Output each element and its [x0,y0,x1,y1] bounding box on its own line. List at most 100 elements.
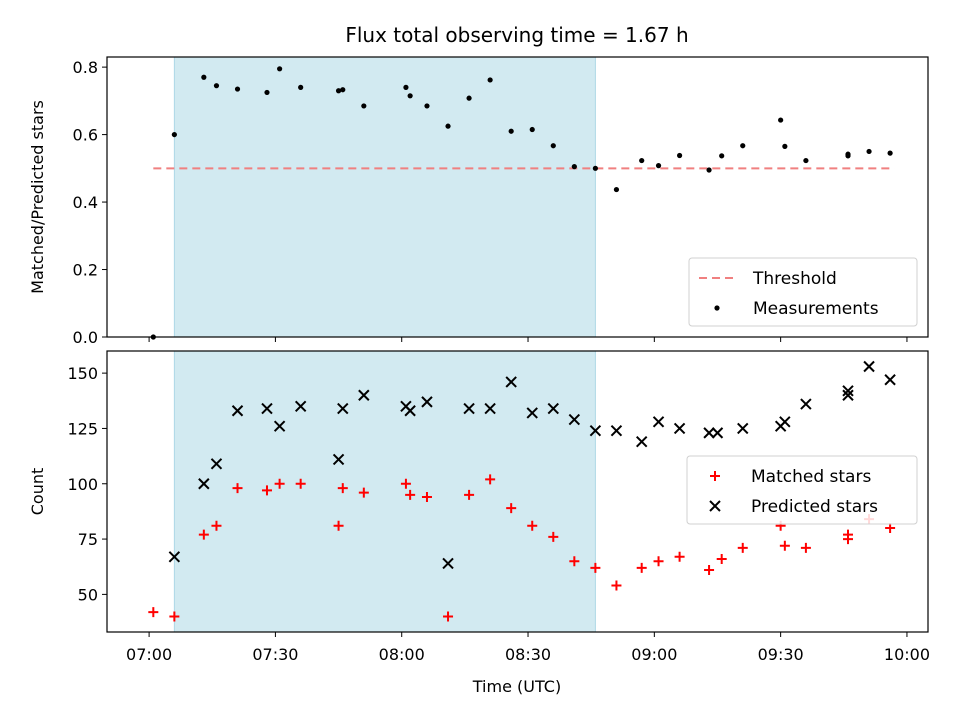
panel-2-matched-stars-point [843,534,854,545]
panel-2-predicted-stars-point-glyph [568,413,581,426]
panel-2-matched-stars-point [485,474,496,485]
panel-2-x-tick-label: 07:00 [126,645,172,664]
panel-1-measurements-point [340,87,346,93]
panel-2-shaded-span [173,350,596,633]
panel-2-matched-stars-point [261,485,272,496]
panel-1-legend-marker [714,305,720,311]
panel-1-measurements-point [719,153,725,159]
panel-2-matched-stars-point [506,503,517,514]
panel-2-matched-stars-point-glyph [674,551,685,562]
panel-2-matched-stars-point-glyph [653,556,664,567]
panel-2-predicted-stars-point [358,389,370,401]
panel-1-measurements-point [171,131,177,138]
panel-2-matched-stars-point-glyph [337,483,348,494]
panel-2-matched-stars-point-glyph [261,485,272,496]
panel-2-matched-stars-point [611,580,622,591]
panel-2-predicted-stars-point [589,424,602,437]
panel-2-predicted-stars-point-glyph [703,427,715,439]
panel-2-matched-stars-point [885,523,896,534]
panel-2-matched-stars-point-glyph [232,483,243,494]
panel-1-measurements-point [740,143,746,149]
panel-2-predicted-stars-point-glyph [610,424,623,437]
panel-2-predicted-stars-point-glyph [842,389,854,401]
panel-2-predicted-stars-point [261,402,273,415]
panel-2-matched-stars-point [232,483,243,494]
panel-2-matched-stars-point [400,478,411,489]
panel-2-frame [106,350,929,633]
panel-2-y-tick-label: 150 [67,364,98,383]
panel-2-matched-stars-point-glyph [333,520,344,531]
panel-2-matched-stars-point-glyph [295,478,306,489]
panel-2-matched-stars-point [653,556,664,567]
panel-2-predicted-stars-point [673,422,686,435]
panel-1-measurements-point [676,152,683,159]
panel-2-predicted-stars-point [568,413,581,426]
panel-2-matched-stars-point [636,562,647,573]
panel-2-predicted-stars-point-glyph [404,405,416,417]
panel-2-predicted-stars-point-glyph [652,416,665,428]
panel-2-matched-stars-point-glyph [274,478,285,489]
panel-2-predicted-stars-point-glyph [273,420,286,432]
panel-2-predicted-stars-point [332,453,345,466]
panel-2-matched-stars-point [704,565,715,576]
panel-2-predicted-stars-point-glyph [337,402,349,415]
panel-2-predicted-stars-point [737,422,749,435]
panel-1-measurements-point [803,157,809,164]
panel-2-matched-stars-point-glyph [358,487,369,498]
panel-2-predicted-stars-point-glyph [842,385,854,397]
panel-1-measurements-point [264,89,270,96]
panel-2-x-tick-label: 08:30 [505,645,551,664]
panel-2-matched-stars-point-glyph [885,523,896,534]
panel-2-matched-stars-point-glyph [636,562,647,573]
panel-1: 0.0 0.2 0.4 0.6 0.8 Matched/Predicted stars Th… [28,56,929,347]
panel-2-matched-stars-point [569,556,580,567]
x-axis-label: Time (UTC) [472,677,561,696]
panel-2-x-tick-label: 09:30 [758,645,804,664]
panel-2-predicted-stars-point [711,427,724,439]
panel-2-predicted-stars-point-glyph [589,424,602,437]
panel-1-measurements-point [335,88,342,94]
panel-2-predicted-stars-point [294,400,307,413]
chart-title: Flux total observing time = 1.67 h [345,23,688,47]
panel-1-measurements-point [361,103,367,109]
panel-2-predicted-stars-point-glyph [168,551,181,563]
panel-2-legend-marker [710,471,720,481]
panel-2-x-tick-label: 08:00 [379,645,425,664]
panel-2-predicted-stars-point [210,458,223,470]
panel-2-legend: Matched stars Predicted stars [686,455,918,525]
panel-2-predicted-stars-point-glyph [800,398,812,410]
panel-1-measurements-point [407,93,413,99]
panel-2-legend-marker-glyph [710,471,720,481]
panel-2-matched-stars-point [405,489,416,500]
panel-2-y-tick-label: 100 [67,475,98,494]
panel-1-shaded-span [173,56,596,338]
panel-2-predicted-stars-point [231,405,244,417]
panel-1-legend: Threshold Measurements [688,257,918,327]
panel-1-measurements-point [778,117,784,123]
panel-1-y-tick-label: 0.8 [73,58,98,77]
panel-2-predicted-stars-point [800,398,812,410]
panel-2-matched-stars-point-glyph [464,489,475,500]
panel-2-predicted-stars-point [442,557,454,570]
panel-1-measurements-point [403,84,409,90]
panel-2-predicted-stars-point-glyph [505,376,517,388]
panel-2-matched-stars-point-glyph [443,611,454,622]
panel-1-measurements-point [234,86,241,92]
panel-2-matched-stars-point [443,611,454,622]
panel-2-predicted-stars-point-glyph [863,360,875,373]
panel-2-matched-stars-point [337,483,348,494]
panel-2-matched-stars-point [295,478,306,489]
panel-2-matched-stars-point [674,551,685,562]
panel-2-predicted-stars-point [484,402,496,415]
panel-2-matched-stars-point [211,520,222,531]
panel-2-predicted-stars-point-glyph [463,402,475,415]
panel-2-predicted-stars-point-glyph [261,402,273,415]
panel-2-predicted-stars-point-glyph [358,389,370,401]
panel-1-frame [106,56,929,338]
panel-1-measurements-point [550,143,556,149]
panel-2-matched-stars-point-glyph [716,553,727,564]
panel-2-predicted-stars-point [703,427,715,439]
panel-2-predicted-stars-point-glyph [332,453,345,466]
panel-2-predicted-stars-point-glyph [884,374,896,386]
